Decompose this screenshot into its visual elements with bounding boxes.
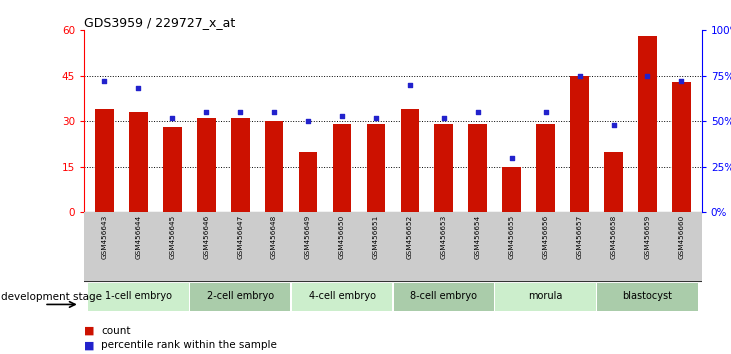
Point <box>607 122 619 128</box>
Text: GSM456652: GSM456652 <box>407 215 413 259</box>
Point <box>506 155 518 161</box>
Bar <box>292 282 393 311</box>
Text: 4-cell embryo: 4-cell embryo <box>308 291 376 302</box>
Bar <box>231 118 249 212</box>
Bar <box>129 112 148 212</box>
Text: GSM456650: GSM456650 <box>339 215 345 259</box>
Text: percentile rank within the sample: percentile rank within the sample <box>101 340 277 350</box>
Bar <box>190 282 290 311</box>
Text: GSM456660: GSM456660 <box>678 215 684 259</box>
Bar <box>469 124 487 212</box>
Point <box>302 118 314 124</box>
Bar <box>496 282 596 311</box>
Point <box>336 113 348 119</box>
Point <box>438 115 450 120</box>
Text: 8-cell embryo: 8-cell embryo <box>410 291 477 302</box>
Bar <box>537 124 555 212</box>
Text: GSM456657: GSM456657 <box>577 215 583 259</box>
Text: ■: ■ <box>84 340 94 350</box>
Bar <box>605 152 623 212</box>
Bar <box>502 167 521 212</box>
Text: GSM456648: GSM456648 <box>271 215 277 259</box>
Text: blastocyst: blastocyst <box>623 291 673 302</box>
Point <box>472 109 484 115</box>
Text: morula: morula <box>529 291 563 302</box>
Bar <box>333 124 352 212</box>
Text: GDS3959 / 229727_x_at: GDS3959 / 229727_x_at <box>84 16 235 29</box>
Point <box>99 78 110 84</box>
Bar <box>597 282 697 311</box>
Bar <box>570 76 589 212</box>
Text: GSM456644: GSM456644 <box>135 215 141 259</box>
Bar <box>163 127 181 212</box>
Text: GSM456647: GSM456647 <box>237 215 243 259</box>
Text: 2-cell embryo: 2-cell embryo <box>207 291 273 302</box>
Point <box>404 82 416 87</box>
Text: GSM456656: GSM456656 <box>542 215 549 259</box>
Point <box>268 109 280 115</box>
Text: development stage: development stage <box>1 292 102 302</box>
Bar <box>299 152 317 212</box>
Point <box>132 86 144 91</box>
Point <box>642 73 654 79</box>
Bar <box>638 36 656 212</box>
Text: ■: ■ <box>84 326 94 336</box>
Text: GSM456653: GSM456653 <box>441 215 447 259</box>
Text: GSM456651: GSM456651 <box>373 215 379 259</box>
Text: 1-cell embryo: 1-cell embryo <box>105 291 172 302</box>
Text: GSM456646: GSM456646 <box>203 215 209 259</box>
Bar <box>672 82 691 212</box>
Bar <box>265 121 284 212</box>
Text: GSM456655: GSM456655 <box>509 215 515 259</box>
Bar <box>88 282 189 311</box>
Text: count: count <box>101 326 130 336</box>
Point <box>675 78 687 84</box>
Bar <box>197 118 216 212</box>
Point <box>574 73 586 79</box>
Bar <box>434 124 453 212</box>
Text: GSM456659: GSM456659 <box>645 215 651 259</box>
Point <box>235 109 246 115</box>
Point <box>370 115 382 120</box>
Point <box>539 109 551 115</box>
Text: GSM456658: GSM456658 <box>610 215 616 259</box>
Text: GSM456654: GSM456654 <box>474 215 481 259</box>
Bar <box>95 109 114 212</box>
Text: GSM456649: GSM456649 <box>305 215 311 259</box>
Text: GSM456645: GSM456645 <box>170 215 175 259</box>
Text: GSM456643: GSM456643 <box>102 215 107 259</box>
Bar <box>401 109 419 212</box>
Bar <box>367 124 385 212</box>
Point <box>167 115 178 120</box>
Point <box>200 109 212 115</box>
Bar <box>393 282 494 311</box>
